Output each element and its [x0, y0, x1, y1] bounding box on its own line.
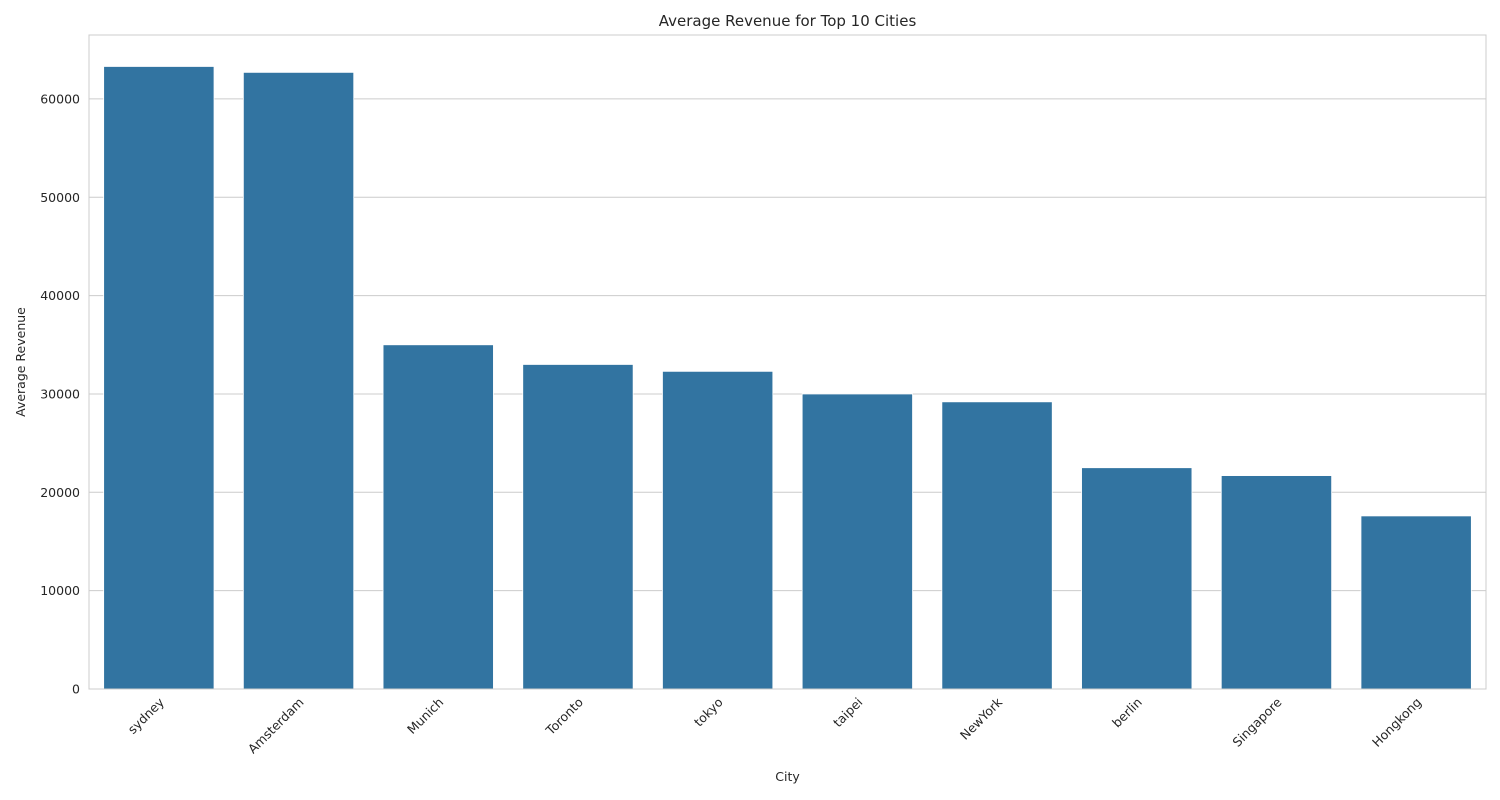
- y-tick-label: 30000: [40, 386, 80, 401]
- y-tick-label: 60000: [40, 91, 80, 106]
- bar: [103, 66, 215, 690]
- y-tick-label: 10000: [40, 583, 80, 598]
- chart-title: Average Revenue for Top 10 Cities: [659, 12, 917, 30]
- bar: [662, 370, 774, 690]
- y-tick-labels: 0 10000 20000 30000 40000 50000 60000: [40, 91, 80, 696]
- bar: [941, 401, 1053, 690]
- bar: [801, 393, 913, 690]
- y-tick-label: 40000: [40, 288, 80, 303]
- bar: [522, 364, 634, 690]
- y-tick-label: 50000: [40, 190, 80, 205]
- bar: [242, 71, 355, 690]
- x-axis-label: City: [775, 769, 800, 784]
- bar: [1360, 515, 1472, 690]
- y-tick-label: 0: [72, 682, 80, 697]
- bar: [1081, 467, 1193, 690]
- bars: [103, 66, 1472, 690]
- bar: [1220, 475, 1333, 690]
- y-tick-label: 20000: [40, 485, 80, 500]
- plot-frame: [88, 34, 1487, 690]
- bar: [382, 344, 494, 690]
- y-axis-label: Average Revenue: [13, 307, 28, 417]
